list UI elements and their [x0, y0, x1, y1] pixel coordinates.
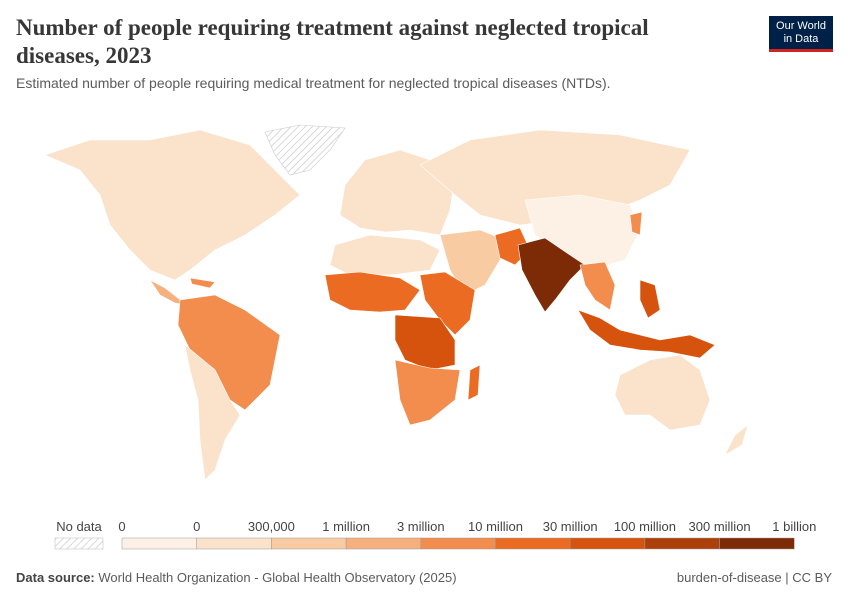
india	[517, 237, 586, 313]
legend-bin	[495, 537, 571, 550]
logo-line: in Data	[783, 33, 819, 45]
japan-korea	[629, 211, 643, 236]
map: No data 0 0 300,000 1 million 3 million 10 mil…	[44, 124, 816, 550]
legend-label: 100 million	[614, 519, 676, 534]
new-zealand	[724, 424, 749, 456]
legend-bin	[271, 537, 347, 550]
central-africa	[394, 314, 456, 371]
philippines	[639, 279, 661, 319]
legend-bin	[196, 537, 272, 550]
legend-label: 1 million	[322, 519, 370, 534]
australia	[614, 354, 711, 431]
north-africa	[329, 234, 441, 276]
legend-label: 300,000	[248, 519, 295, 534]
greenland	[264, 124, 346, 176]
source[interactable]: World Health Organization - Global Healt…	[98, 570, 457, 585]
east-africa	[419, 271, 476, 336]
legend-bin	[719, 537, 795, 550]
legend-label: 10 million	[468, 519, 523, 534]
legend-label: 0	[118, 519, 125, 534]
west-africa	[324, 271, 421, 313]
countries	[44, 124, 749, 481]
legend: No data 0 0 300,000 1 million 3 million 10 mil…	[54, 519, 816, 550]
logo-line: Our World	[776, 20, 826, 32]
no-data-swatch	[54, 537, 104, 550]
legend-label: 30 million	[543, 519, 598, 534]
legend-bin	[345, 537, 422, 550]
legend-bin	[121, 537, 197, 550]
legend-bin	[420, 537, 496, 550]
indonesia	[577, 309, 716, 359]
southern-africa	[394, 359, 461, 426]
madagascar	[467, 364, 481, 401]
legend-label: 1 billion	[772, 519, 816, 534]
no-data-label: No data	[56, 519, 102, 534]
north-america	[44, 129, 301, 281]
legend-label: 3 million	[397, 519, 445, 534]
legend-label: 0	[193, 519, 200, 534]
russia-asia	[419, 129, 691, 226]
southeast-asia	[579, 261, 616, 311]
legend-label: 300 million	[689, 519, 751, 534]
caribbean	[189, 277, 216, 289]
south-america-north	[177, 294, 281, 411]
legend-bin	[644, 537, 720, 550]
footer-source: Data source: World Health Organization -…	[16, 570, 457, 585]
subtitle: Estimated number of people requiring med…	[16, 75, 611, 91]
footer-credit[interactable]: burden-of-disease | CC BY	[676, 570, 832, 585]
south-america-south	[184, 344, 241, 481]
source-label: Data source:	[16, 570, 95, 585]
title: Number of people requiring treatment aga…	[16, 15, 649, 68]
europe	[339, 149, 456, 236]
logo[interactable]: Our World in Data	[769, 16, 833, 52]
legend-bin	[569, 537, 646, 550]
